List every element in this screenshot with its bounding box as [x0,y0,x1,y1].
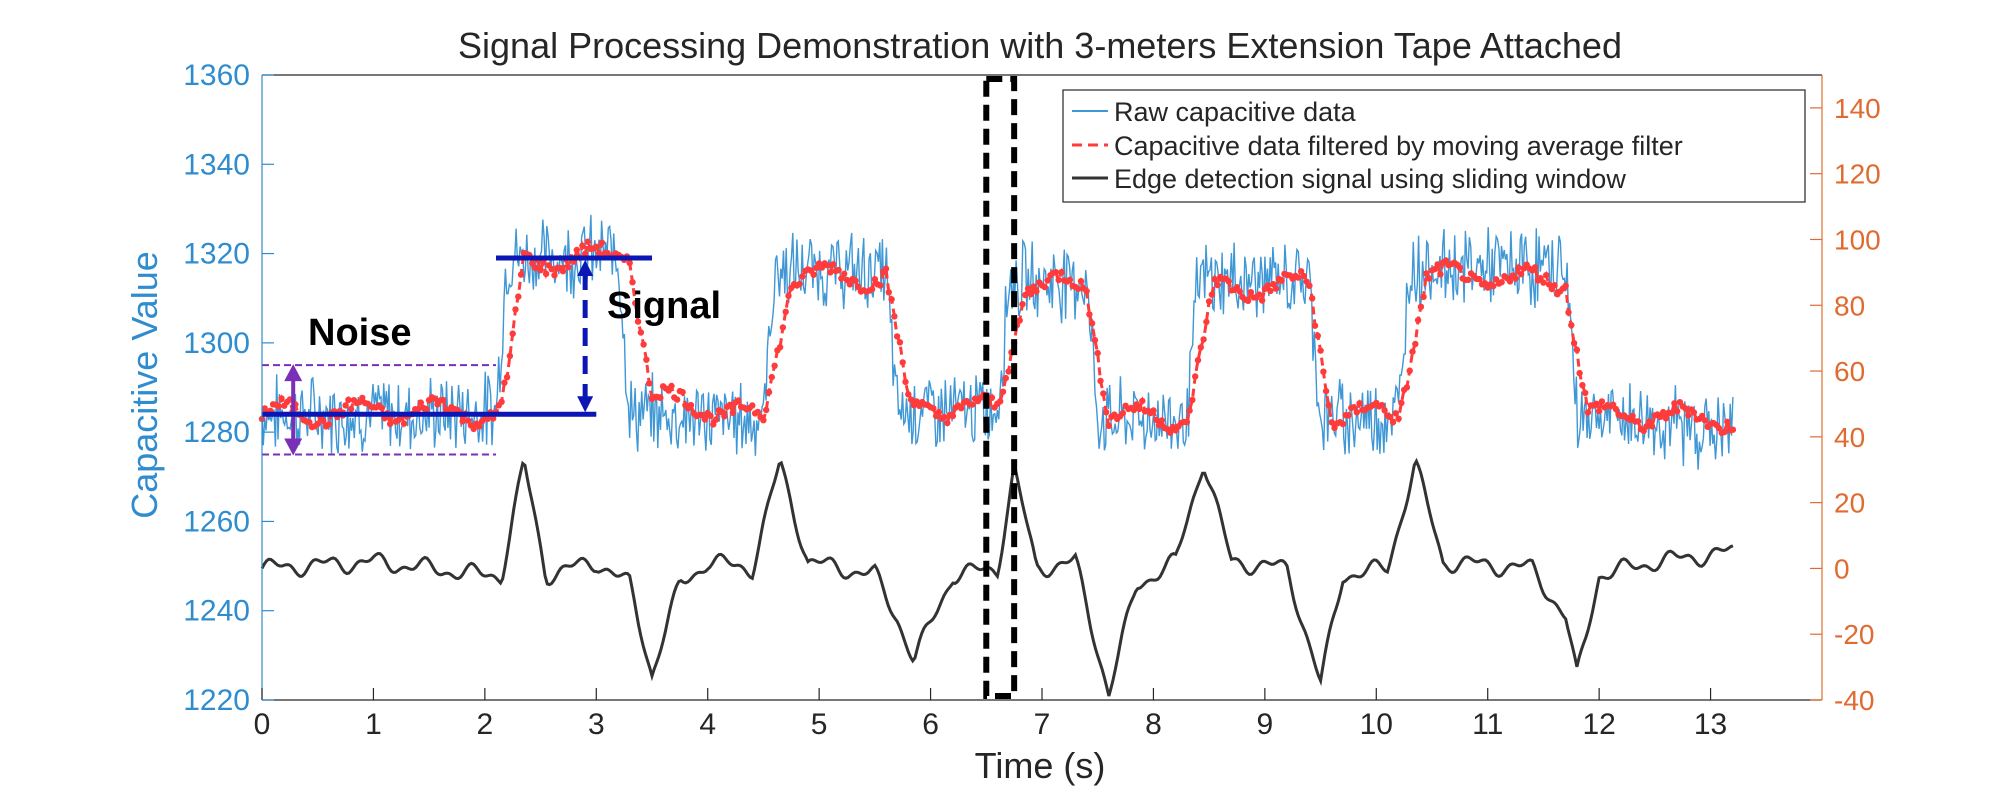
filtered-point [729,409,736,416]
series-filtered-line [260,236,1734,436]
x-tick-label: 7 [1034,708,1051,741]
filtered-point [930,405,937,412]
filtered-point [359,394,366,402]
y2-tick-label: 60 [1834,356,1865,387]
x-tick-label: 8 [1145,708,1162,741]
filtered-point [1158,417,1166,424]
x-tick-label: 2 [477,708,494,741]
legend-label-filtered: Capacitive data filtered by moving avera… [1114,131,1683,161]
filtered-point [1398,399,1405,407]
x-axis-label: Time (s) [975,745,1106,786]
filtered-point [1203,318,1210,326]
filtered-point [431,395,438,402]
signal-arrow-down [577,396,594,413]
legend: Raw capacitive data Capacitive data filt… [1062,89,1806,203]
filtered-point [665,387,672,394]
filtered-point [871,276,879,283]
filtered-point [1197,344,1205,351]
y2-tick-label: -20 [1834,619,1874,650]
x-tick-label: 3 [588,708,605,741]
y-tick-label: 1300 [183,327,250,360]
filtered-point [1531,264,1539,271]
y2-tick-label: 80 [1834,290,1865,321]
x-tick-label: 13 [1694,708,1727,741]
filtered-point [506,352,514,360]
series-raw-line [261,214,1734,470]
sliding-window-box [983,76,1018,699]
y-axis-label: Capacitive Value [124,251,165,519]
y2-tick-label: 20 [1834,488,1865,519]
y-tick-label: 1240 [183,595,250,628]
y-tick-label: 1340 [183,148,250,181]
x-tick-label: 6 [922,708,939,741]
x-tick-label: 11 [1472,708,1503,741]
chart-title: Signal Processing Demonstration with 3-m… [458,25,1622,66]
series-edge-line [260,457,1734,697]
filtered-point [1671,400,1678,407]
x-tick-label: 5 [811,708,828,741]
filtered-point [573,246,580,254]
signal-arrow-up [577,260,594,277]
filtered-point [1570,340,1578,347]
noise-arrow-down [284,438,303,456]
x-tick-label: 12 [1582,708,1615,741]
signal-label: Signal [607,285,721,327]
y-tick-label: 1280 [183,416,250,449]
y-tick-label: 1220 [183,684,250,717]
legend-label-raw: Raw capacitive data [1114,97,1357,127]
filtered-point [1194,357,1202,364]
x-tick-label: 10 [1360,708,1393,741]
noise-label: Noise [308,312,411,354]
y2-tick-label: 120 [1834,159,1881,190]
x-tick-label: 1 [365,708,382,741]
filtered-point [1660,408,1667,416]
y2-tick-label: 100 [1834,224,1881,255]
y-tick-label: 1360 [183,59,250,92]
noise-arrow-up [284,364,303,382]
x-tick-label: 4 [699,708,716,741]
filtered-point [1729,426,1737,433]
y-tick-label: 1320 [183,238,250,271]
axes: 0 1 2 3 4 5 6 7 8 9 10 11 12 131220124012601280130013… [183,59,1880,741]
legend-box [1062,89,1806,203]
filtered-point [1634,418,1642,425]
filtered-point [1236,288,1244,295]
filtered-point [459,418,466,425]
y2-tick-label: 0 [1834,553,1850,584]
y2-tick-label: -40 [1834,685,1874,716]
filtered-point [490,415,497,422]
legend-label-edge: Edge detection signal using sliding wind… [1114,164,1626,194]
filtered-point [537,267,544,274]
x-tick-label: 9 [1257,708,1274,741]
annotation-layer: Noise Signal [262,76,1018,699]
y-tick-label: 1260 [183,505,250,538]
x-tick-label: 0 [254,708,271,741]
filtered-point [1682,405,1689,412]
y2-tick-label: 40 [1834,422,1865,453]
filtered-point [1244,297,1252,304]
filtered-point [701,416,709,423]
filtered-point [1086,311,1093,318]
filtered-point [882,265,890,272]
y2-tick-label: 140 [1834,93,1881,124]
